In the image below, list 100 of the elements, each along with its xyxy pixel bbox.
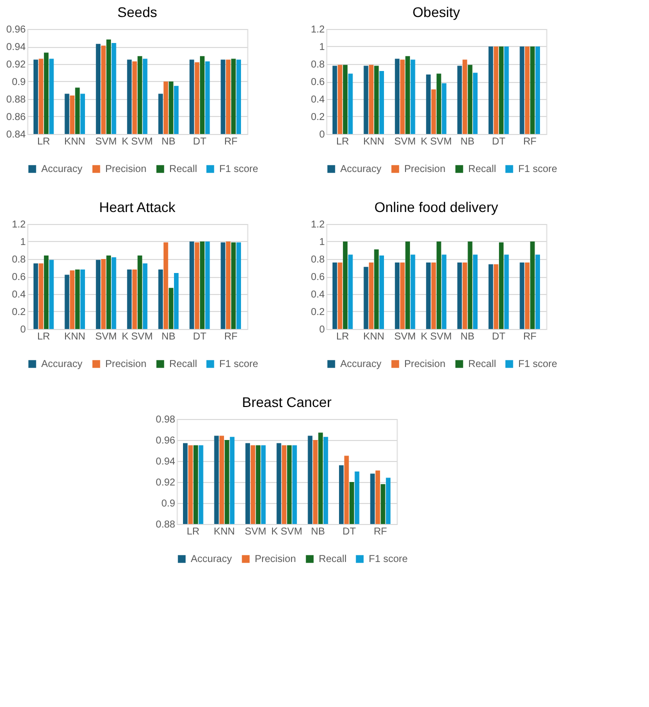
bar xyxy=(457,66,462,134)
x-tick-label: K SVM xyxy=(420,136,452,148)
legend-label: F1 score xyxy=(219,359,259,370)
y-tick-label: 0.9 xyxy=(12,77,26,88)
x-tick-label: NB xyxy=(162,136,176,148)
x-tick-label: LR xyxy=(336,136,350,148)
legend-label: Precision xyxy=(404,164,446,175)
chart-title: Online food delivery xyxy=(374,199,498,215)
bar xyxy=(436,74,442,134)
bar xyxy=(220,242,226,329)
bar xyxy=(374,66,379,134)
chart-title: Seeds xyxy=(117,4,158,20)
bar xyxy=(498,242,504,329)
legend-label: Accuracy xyxy=(41,164,82,175)
bar xyxy=(342,64,348,134)
x-tick-label: LR xyxy=(186,526,200,538)
bar xyxy=(494,264,498,329)
y-tick-label: 0.2 xyxy=(12,307,26,318)
x-tick-label: SVM xyxy=(394,136,416,148)
bar xyxy=(64,274,70,329)
bar xyxy=(200,242,205,329)
x-tick-label: KNN xyxy=(64,136,86,148)
legend-label: F1 score xyxy=(368,554,408,565)
bar xyxy=(75,270,80,329)
x-tick-label: NB xyxy=(162,332,176,342)
bar xyxy=(332,66,338,134)
legend-label: F1 score xyxy=(219,164,259,175)
y-tick-label: 0.94 xyxy=(6,42,26,53)
y-tick-label: 0.2 xyxy=(310,307,326,318)
x-tick-label: DT xyxy=(192,332,206,342)
bar xyxy=(374,249,379,329)
legend-label: F1 score xyxy=(518,164,558,175)
bar xyxy=(504,46,509,134)
y-tick-label: 0 xyxy=(20,324,26,336)
bar xyxy=(494,46,498,134)
bar xyxy=(442,83,446,134)
x-tick-label: K SVM xyxy=(122,332,153,342)
bar xyxy=(368,64,374,134)
bar xyxy=(338,64,342,134)
y-tick-label: 1.2 xyxy=(12,220,26,230)
bar xyxy=(426,74,431,134)
bar xyxy=(158,270,163,329)
x-tick-label: KNN xyxy=(64,332,86,342)
bar xyxy=(400,262,405,329)
y-tick-label: 1 xyxy=(20,237,26,248)
bar xyxy=(530,46,535,134)
bar xyxy=(410,254,416,329)
legend-label: Precision xyxy=(404,359,446,370)
y-tick-label: 0.8 xyxy=(310,254,326,266)
chart-title: Breast Cancer xyxy=(242,394,332,410)
y-tick-label: 0.9 xyxy=(161,498,176,510)
legend-label: Accuracy xyxy=(190,554,232,565)
bar xyxy=(504,254,509,329)
bar xyxy=(364,266,368,329)
legend-label: Accuracy xyxy=(340,164,382,175)
x-tick-label: RF xyxy=(523,332,537,342)
x-tick-label: K SVM xyxy=(420,332,452,342)
bar xyxy=(394,58,400,134)
bar xyxy=(394,262,400,329)
y-tick-label: 0.6 xyxy=(12,272,26,283)
bar xyxy=(190,242,194,329)
x-tick-label: SVM xyxy=(95,136,117,148)
y-tick-label: 0.88 xyxy=(6,94,26,106)
x-tick-label: NB xyxy=(460,332,475,342)
x-tick-label: K SVM xyxy=(122,136,153,148)
y-tick-label: 0.8 xyxy=(310,60,326,70)
bar xyxy=(405,56,410,134)
bar xyxy=(164,242,168,329)
y-tick-label: 0.94 xyxy=(156,456,176,468)
bar xyxy=(236,242,242,329)
x-tick-label: RF xyxy=(523,136,537,148)
bar xyxy=(33,263,38,329)
bar xyxy=(142,263,148,329)
y-tick-label: 1 xyxy=(319,237,326,248)
x-tick-label: DT xyxy=(342,526,356,538)
bar xyxy=(348,254,353,329)
bar xyxy=(112,257,116,329)
x-tick-label: DT xyxy=(492,332,506,342)
bar xyxy=(442,254,446,329)
legend-label: Recall xyxy=(169,164,198,175)
bar xyxy=(364,66,368,134)
x-tick-label: KNN xyxy=(214,526,235,538)
bar xyxy=(127,270,132,329)
chart-title: Obesity xyxy=(412,4,460,20)
x-tick-label: DT xyxy=(492,136,506,148)
bar xyxy=(431,262,436,329)
y-tick-label: 1.2 xyxy=(310,24,326,36)
legend-label: Recall xyxy=(468,359,496,370)
bar xyxy=(338,262,342,329)
legend-label: Precision xyxy=(105,164,146,175)
bar xyxy=(468,64,472,134)
bar xyxy=(498,46,504,134)
y-tick-label: 0.4 xyxy=(12,290,26,300)
y-tick-label: 0 xyxy=(319,324,326,336)
bar xyxy=(96,260,101,329)
y-tick-label: 1 xyxy=(319,42,326,53)
y-tick-label: 0.92 xyxy=(156,478,176,488)
x-tick-label: RF xyxy=(224,332,238,342)
bar xyxy=(379,256,384,329)
bar xyxy=(168,288,174,329)
